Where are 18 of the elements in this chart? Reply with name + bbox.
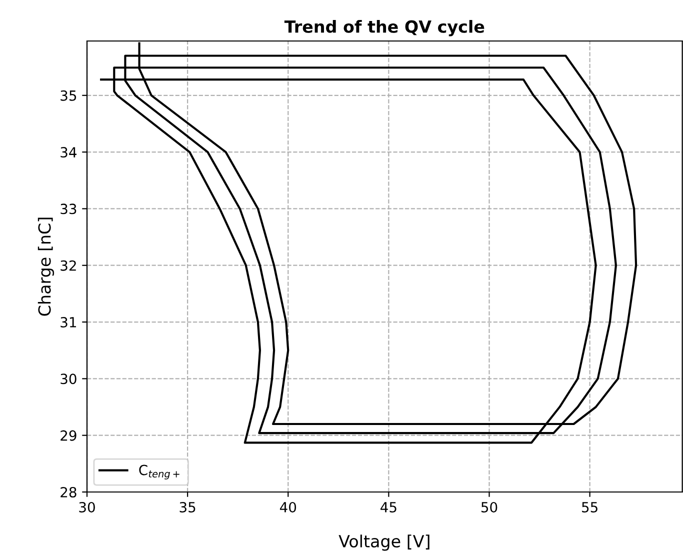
x-tick-label: 55 (582, 502, 598, 512)
x-tick-label: 40 (280, 502, 296, 512)
legend-label: C$_{teng+}$ (139, 464, 180, 480)
y-tick-label: 28 (60, 486, 76, 498)
x-tick-label: 45 (380, 502, 396, 512)
y-tick-label: 33 (60, 204, 76, 214)
x-tick-label: 35 (180, 502, 196, 512)
y-tick-label: 30 (60, 374, 76, 384)
y-tick-label: 32 (60, 260, 76, 271)
x-tick-label: 30 (79, 502, 95, 512)
y-tick-label: 29 (60, 430, 76, 441)
y-axis-title: Charge [nC] (38, 218, 54, 316)
y-tick-label: 31 (60, 316, 76, 328)
y-tick-label: 34 (60, 147, 76, 158)
y-tick-label: 35 (60, 90, 76, 101)
x-tick-label: 50 (481, 502, 498, 512)
x-axis-title: Voltage [V] (338, 534, 430, 551)
chart-title: Trend of the QV cycle (284, 20, 484, 36)
